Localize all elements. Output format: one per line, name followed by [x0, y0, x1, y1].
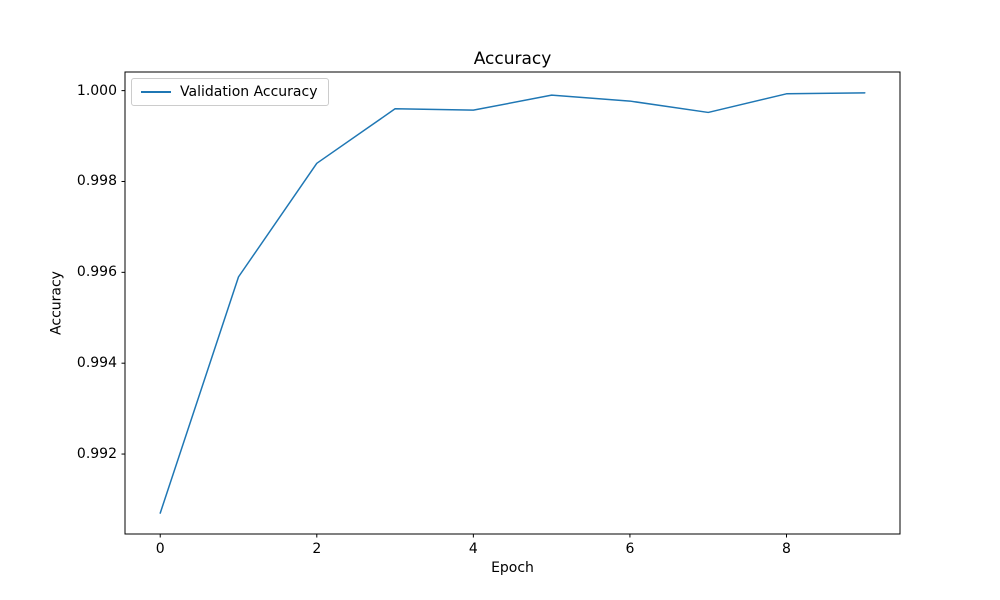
legend-label: Validation Accuracy: [180, 84, 318, 100]
series-line-validation-accuracy: [159, 92, 866, 514]
legend-line-sample-icon: [141, 91, 171, 93]
legend: Validation Accuracy: [131, 78, 329, 106]
y-tick-label: 0.998: [76, 173, 117, 190]
y-tick-label: 0.996: [76, 264, 117, 281]
x-tick-label: 4: [468, 541, 478, 557]
x-axis-label: Epoch: [491, 560, 534, 576]
axes-spines: [124, 71, 901, 535]
y-tick-label: 0.992: [76, 446, 117, 463]
x-tick-label: 8: [782, 541, 791, 557]
y-axis-label: Accuracy: [48, 271, 65, 335]
y-tick-label: 1.000: [76, 82, 117, 99]
x-tick-label: 0: [155, 541, 165, 557]
x-tick-label: 2: [312, 541, 322, 557]
x-tick-label: 6: [625, 541, 635, 557]
y-tick-label: 0.994: [76, 355, 117, 372]
chart-title: Accuracy: [473, 49, 552, 69]
